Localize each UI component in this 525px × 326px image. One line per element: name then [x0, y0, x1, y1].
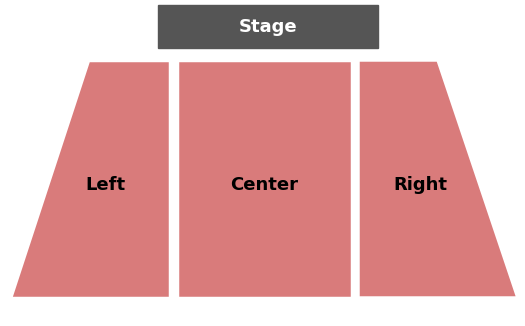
- Polygon shape: [177, 60, 352, 298]
- Text: Right: Right: [393, 176, 447, 194]
- Polygon shape: [358, 60, 518, 298]
- FancyBboxPatch shape: [158, 5, 378, 48]
- Text: Center: Center: [230, 176, 298, 194]
- Text: Stage: Stage: [239, 18, 297, 36]
- Text: Left: Left: [85, 176, 125, 194]
- Polygon shape: [10, 60, 170, 298]
